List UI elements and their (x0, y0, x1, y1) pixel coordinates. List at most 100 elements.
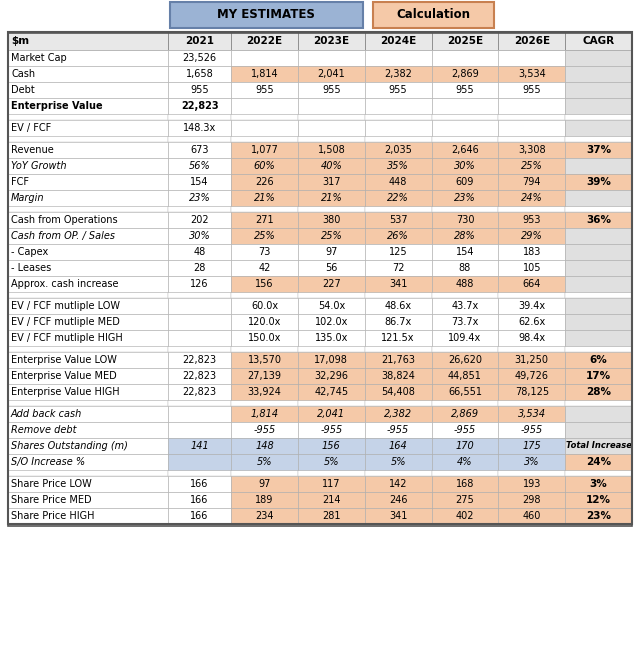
Bar (168, 136, 231, 142)
Bar (499, 206, 565, 212)
Text: 23%: 23% (189, 193, 211, 203)
Text: Approx. cash increase: Approx. cash increase (11, 279, 118, 289)
Text: - Leases: - Leases (11, 263, 51, 273)
Text: 31,250: 31,250 (515, 355, 548, 365)
Bar (8, 298, 168, 314)
Bar (365, 508, 431, 524)
Bar (565, 206, 632, 212)
Bar (231, 470, 298, 476)
Bar (8, 174, 168, 190)
Text: 42,745: 42,745 (314, 387, 348, 397)
Bar (168, 330, 231, 346)
Text: 2025E: 2025E (447, 36, 483, 46)
Bar (431, 508, 499, 524)
Text: Enterprise Value LOW: Enterprise Value LOW (11, 355, 117, 365)
Text: 460: 460 (523, 511, 541, 521)
Bar (499, 212, 565, 228)
Bar (168, 244, 231, 260)
Bar (431, 492, 499, 508)
Bar (298, 66, 365, 82)
Bar (8, 212, 168, 228)
Text: 73.7x: 73.7x (451, 317, 479, 327)
Text: 156: 156 (255, 279, 274, 289)
Text: 148: 148 (255, 441, 274, 451)
Text: 13,570: 13,570 (248, 355, 282, 365)
Bar (431, 406, 499, 422)
Text: Margin: Margin (11, 193, 45, 203)
Text: 102.0x: 102.0x (315, 317, 348, 327)
Text: 380: 380 (322, 215, 340, 225)
Bar (431, 66, 499, 82)
Bar (298, 298, 365, 314)
Bar (8, 33, 632, 526)
Bar (431, 50, 499, 66)
Bar (298, 244, 365, 260)
Text: 37%: 37% (586, 145, 611, 155)
Text: Cash from Operations: Cash from Operations (11, 215, 118, 225)
Bar (231, 32, 298, 50)
Bar (168, 346, 231, 352)
Bar (298, 190, 365, 206)
Text: 166: 166 (191, 495, 209, 505)
Bar (565, 346, 632, 352)
Bar (365, 206, 431, 212)
Text: 21,763: 21,763 (381, 355, 415, 365)
Bar (231, 492, 298, 508)
Text: YoY Growth: YoY Growth (11, 161, 67, 171)
Text: 54,408: 54,408 (381, 387, 415, 397)
Bar (168, 298, 231, 314)
Bar (231, 82, 298, 98)
Bar (231, 190, 298, 206)
Bar (231, 276, 298, 292)
Text: 2,035: 2,035 (384, 145, 412, 155)
Bar (168, 454, 231, 470)
Bar (365, 260, 431, 276)
Text: 1,077: 1,077 (251, 145, 278, 155)
Text: S/O Increase %: S/O Increase % (11, 457, 85, 467)
Bar (8, 158, 168, 174)
Bar (298, 508, 365, 524)
Bar (298, 82, 365, 98)
Bar (499, 190, 565, 206)
Bar (298, 346, 365, 352)
Bar (231, 66, 298, 82)
Bar (431, 368, 499, 384)
Text: 38,824: 38,824 (381, 371, 415, 381)
Bar (499, 314, 565, 330)
Bar (298, 50, 365, 66)
Bar (298, 352, 365, 368)
Bar (231, 406, 298, 422)
Text: 3,534: 3,534 (518, 69, 546, 79)
Text: 193: 193 (523, 479, 541, 489)
Text: 183: 183 (523, 247, 541, 257)
Text: -955: -955 (387, 425, 410, 435)
Bar (431, 292, 499, 298)
Bar (8, 346, 168, 352)
Bar (431, 384, 499, 400)
Text: 25%: 25% (521, 161, 543, 171)
Bar (168, 120, 231, 136)
Text: 2,869: 2,869 (451, 69, 479, 79)
Text: 1,658: 1,658 (186, 69, 214, 79)
Bar (231, 114, 298, 120)
Text: 154: 154 (190, 177, 209, 187)
Bar (8, 292, 168, 298)
Text: 142: 142 (389, 479, 408, 489)
Bar (499, 98, 565, 114)
Text: 164: 164 (389, 441, 408, 451)
Bar (298, 136, 365, 142)
Bar (365, 476, 431, 492)
Bar (499, 228, 565, 244)
Text: 226: 226 (255, 177, 274, 187)
Bar (168, 82, 231, 98)
Bar (431, 476, 499, 492)
Bar (431, 82, 499, 98)
Bar (298, 422, 365, 438)
Bar (365, 98, 431, 114)
Text: -955: -955 (320, 425, 342, 435)
Text: 168: 168 (456, 479, 474, 489)
Bar (499, 454, 565, 470)
Bar (231, 244, 298, 260)
Bar (298, 400, 365, 406)
Text: 54.0x: 54.0x (317, 301, 345, 311)
